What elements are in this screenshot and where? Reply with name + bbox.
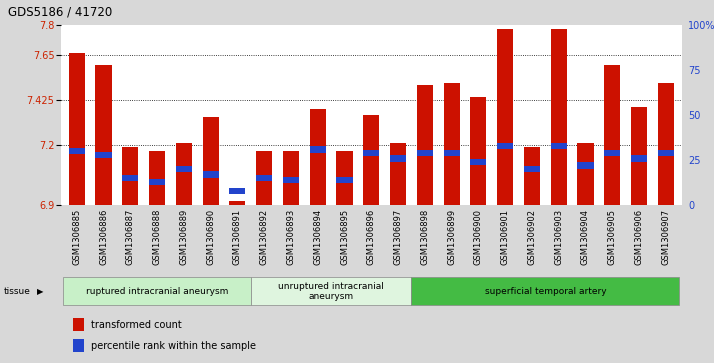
Text: ruptured intracranial aneurysm: ruptured intracranial aneurysm <box>86 287 228 296</box>
Bar <box>578 143 593 205</box>
Text: GSM1306887: GSM1306887 <box>126 208 135 265</box>
Bar <box>96 152 111 158</box>
Bar <box>149 179 165 185</box>
Bar <box>524 147 540 205</box>
Bar <box>203 171 218 178</box>
Text: GSM1306906: GSM1306906 <box>635 208 643 265</box>
Bar <box>283 177 299 183</box>
Text: GSM1306886: GSM1306886 <box>99 208 108 265</box>
Bar <box>471 97 486 205</box>
Bar <box>363 115 379 205</box>
Bar <box>658 83 674 205</box>
FancyBboxPatch shape <box>411 277 679 305</box>
Text: transformed count: transformed count <box>91 321 181 330</box>
Bar <box>336 177 353 183</box>
Text: GSM1306899: GSM1306899 <box>447 208 456 265</box>
Text: GSM1306898: GSM1306898 <box>421 208 429 265</box>
Text: GSM1306896: GSM1306896 <box>367 208 376 265</box>
Text: GSM1306901: GSM1306901 <box>501 208 510 265</box>
Bar <box>658 150 674 156</box>
Bar <box>229 201 246 205</box>
Bar <box>310 146 326 152</box>
Bar <box>176 166 192 172</box>
Text: GSM1306903: GSM1306903 <box>554 208 563 265</box>
Bar <box>176 143 192 205</box>
Text: GSM1306895: GSM1306895 <box>340 208 349 265</box>
Bar <box>550 29 567 205</box>
Bar <box>417 85 433 205</box>
Bar <box>524 166 540 172</box>
Text: percentile rank within the sample: percentile rank within the sample <box>91 341 256 351</box>
Text: GSM1306891: GSM1306891 <box>233 208 242 265</box>
Bar <box>604 150 620 156</box>
Text: GSM1306897: GSM1306897 <box>393 208 403 265</box>
Bar <box>310 109 326 205</box>
Bar <box>122 175 139 182</box>
Bar <box>69 53 85 205</box>
Bar <box>283 151 299 205</box>
Bar <box>604 65 620 205</box>
FancyBboxPatch shape <box>64 277 251 305</box>
Bar <box>497 29 513 205</box>
Text: GSM1306889: GSM1306889 <box>179 208 188 265</box>
Bar <box>69 148 85 154</box>
Bar <box>631 155 647 162</box>
Text: unruptured intracranial
aneurysm: unruptured intracranial aneurysm <box>278 282 384 301</box>
Text: ▶: ▶ <box>37 287 44 296</box>
Bar <box>122 147 139 205</box>
Text: tissue: tissue <box>4 287 31 296</box>
Bar <box>390 143 406 205</box>
Bar <box>229 188 246 194</box>
Text: GSM1306900: GSM1306900 <box>474 208 483 265</box>
FancyBboxPatch shape <box>251 277 411 305</box>
Text: GSM1306894: GSM1306894 <box>313 208 322 265</box>
Bar <box>203 117 218 205</box>
Bar <box>256 175 272 182</box>
Text: GSM1306885: GSM1306885 <box>72 208 81 265</box>
Bar <box>443 150 460 156</box>
Bar <box>443 83 460 205</box>
Bar <box>417 150 433 156</box>
Bar <box>471 159 486 165</box>
Bar <box>497 143 513 149</box>
Bar <box>149 151 165 205</box>
Bar <box>256 151 272 205</box>
Bar <box>96 65 111 205</box>
Text: GSM1306893: GSM1306893 <box>286 208 296 265</box>
Bar <box>73 339 84 352</box>
Text: GSM1306890: GSM1306890 <box>206 208 215 265</box>
Bar <box>550 143 567 149</box>
Text: superficial temporal artery: superficial temporal artery <box>485 287 606 296</box>
Bar <box>631 107 647 205</box>
Text: GSM1306892: GSM1306892 <box>260 208 268 265</box>
Text: GSM1306902: GSM1306902 <box>528 208 536 265</box>
Text: GSM1306904: GSM1306904 <box>581 208 590 265</box>
Bar <box>363 150 379 156</box>
Bar <box>390 155 406 162</box>
Text: GSM1306905: GSM1306905 <box>608 208 617 265</box>
Bar <box>336 151 353 205</box>
Text: GDS5186 / 41720: GDS5186 / 41720 <box>8 5 112 18</box>
Bar <box>578 162 593 169</box>
Text: GSM1306888: GSM1306888 <box>153 208 161 265</box>
Text: GSM1306907: GSM1306907 <box>661 208 670 265</box>
Bar <box>73 318 84 331</box>
